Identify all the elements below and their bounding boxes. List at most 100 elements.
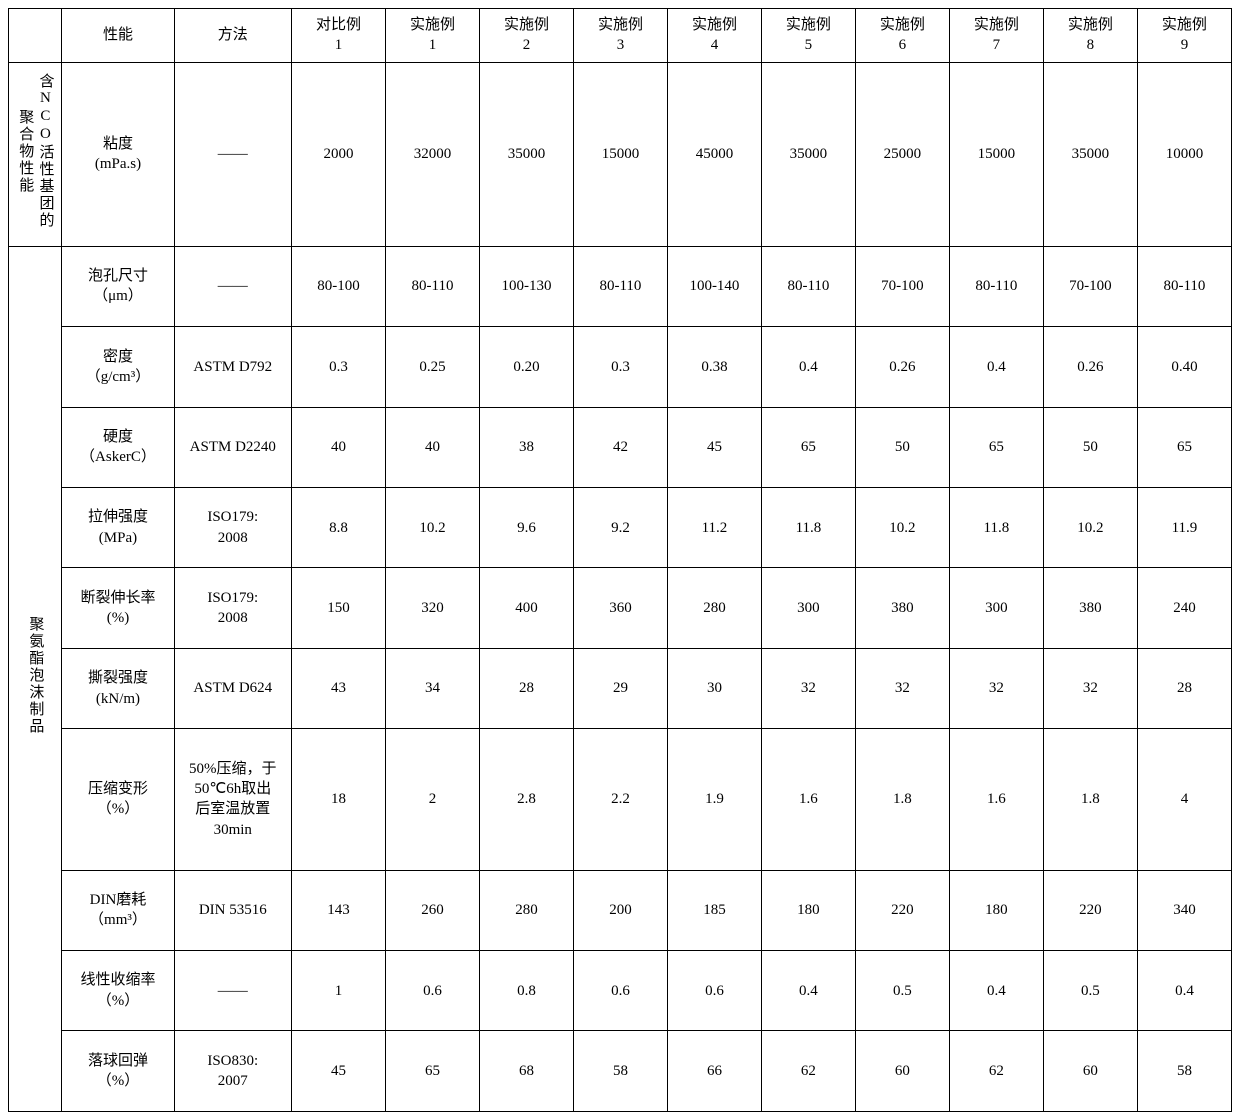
data-cell: 0.40 [1137, 327, 1231, 407]
table-row: 聚氨酯泡沫制品 泡孔尺寸（μm） —— 80-100 80-110 100-13… [9, 246, 1232, 326]
data-cell: 40 [292, 407, 386, 487]
data-cell: 0.3 [292, 327, 386, 407]
header-col-3: 实施例3 [573, 9, 667, 63]
data-cell: 35000 [1043, 62, 1137, 246]
data-cell: 66 [667, 1031, 761, 1112]
data-cell: 35000 [761, 62, 855, 246]
data-cell: 80-110 [949, 246, 1043, 326]
data-cell: 60 [855, 1031, 949, 1112]
data-cell: 1.8 [1043, 729, 1137, 870]
table-row: 线性收缩率（%） —— 1 0.6 0.8 0.6 0.6 0.4 0.5 0.… [9, 951, 1232, 1031]
prop-cell: DIN磨耗（mm³） [62, 870, 174, 950]
header-group [9, 9, 62, 63]
data-cell: 15000 [949, 62, 1043, 246]
data-cell: 180 [761, 870, 855, 950]
data-cell: 0.26 [855, 327, 949, 407]
data-cell: 58 [573, 1031, 667, 1112]
data-cell: 0.4 [761, 327, 855, 407]
data-cell: 58 [1137, 1031, 1231, 1112]
data-cell: 32000 [386, 62, 480, 246]
data-cell: 400 [479, 568, 573, 648]
table-row: 落球回弹（%） ISO830:2007 45 65 68 58 66 62 60… [9, 1031, 1232, 1112]
prop-cell: 泡孔尺寸（μm） [62, 246, 174, 326]
table-row: 含NCO活性基团的聚合物性能 粘度(mPa.s) —— 2000 32000 3… [9, 62, 1232, 246]
table-row: 硬度（AskerC） ASTM D2240 40 40 38 42 45 65 … [9, 407, 1232, 487]
table-row: 撕裂强度(kN/m) ASTM D624 43 34 28 29 30 32 3… [9, 648, 1232, 728]
data-cell: 1.8 [855, 729, 949, 870]
data-cell: 220 [855, 870, 949, 950]
data-cell: 0.3 [573, 327, 667, 407]
data-cell: 143 [292, 870, 386, 950]
data-cell: 70-100 [855, 246, 949, 326]
data-cell: 380 [855, 568, 949, 648]
prop-cell: 粘度(mPa.s) [62, 62, 174, 246]
data-cell: 0.4 [761, 951, 855, 1031]
data-cell: 240 [1137, 568, 1231, 648]
prop-cell: 硬度（AskerC） [62, 407, 174, 487]
data-cell: 32 [855, 648, 949, 728]
data-cell: 4 [1137, 729, 1231, 870]
data-cell: 0.5 [1043, 951, 1137, 1031]
data-cell: 0.6 [667, 951, 761, 1031]
data-cell: 65 [386, 1031, 480, 1112]
header-col-6: 实施例6 [855, 9, 949, 63]
data-cell: 150 [292, 568, 386, 648]
data-cell: 0.6 [386, 951, 480, 1031]
method-cell: 50%压缩，于50℃6h取出后室温放置30min [174, 729, 291, 870]
data-cell: 100-130 [479, 246, 573, 326]
data-cell: 11.8 [761, 488, 855, 568]
data-cell: 80-110 [573, 246, 667, 326]
method-cell: —— [174, 951, 291, 1031]
data-cell: 34 [386, 648, 480, 728]
header-method: 方法 [174, 9, 291, 63]
header-col-7: 实施例7 [949, 9, 1043, 63]
group-label-2: 聚氨酯泡沫制品 [9, 246, 62, 1111]
data-cell: 0.5 [855, 951, 949, 1031]
data-cell: 9.6 [479, 488, 573, 568]
header-col-1: 实施例1 [386, 9, 480, 63]
data-cell: 38 [479, 407, 573, 487]
method-cell: DIN 53516 [174, 870, 291, 950]
data-cell: 260 [386, 870, 480, 950]
data-cell: 65 [1137, 407, 1231, 487]
prop-cell: 断裂伸长率(%) [62, 568, 174, 648]
data-cell: 80-110 [761, 246, 855, 326]
header-property: 性能 [62, 9, 174, 63]
data-cell: 30 [667, 648, 761, 728]
data-cell: 0.6 [573, 951, 667, 1031]
data-cell: 2.2 [573, 729, 667, 870]
data-cell: 45000 [667, 62, 761, 246]
data-cell: 62 [761, 1031, 855, 1112]
data-cell: 35000 [479, 62, 573, 246]
data-cell: 70-100 [1043, 246, 1137, 326]
data-cell: 100-140 [667, 246, 761, 326]
data-cell: 320 [386, 568, 480, 648]
data-cell: 2.8 [479, 729, 573, 870]
method-cell: ISO179:2008 [174, 568, 291, 648]
data-cell: 1.9 [667, 729, 761, 870]
table-row: 密度（g/cm³） ASTM D792 0.3 0.25 0.20 0.3 0.… [9, 327, 1232, 407]
method-cell: ASTM D2240 [174, 407, 291, 487]
data-cell: 50 [855, 407, 949, 487]
prop-cell: 密度（g/cm³） [62, 327, 174, 407]
data-cell: 68 [479, 1031, 573, 1112]
method-cell: —— [174, 62, 291, 246]
data-cell: 200 [573, 870, 667, 950]
data-cell: 32 [761, 648, 855, 728]
method-cell: ASTM D624 [174, 648, 291, 728]
prop-cell: 落球回弹（%） [62, 1031, 174, 1112]
data-cell: 0.4 [949, 951, 1043, 1031]
data-cell: 60 [1043, 1031, 1137, 1112]
data-cell: 185 [667, 870, 761, 950]
data-cell: 25000 [855, 62, 949, 246]
header-col-9: 实施例9 [1137, 9, 1231, 63]
header-col-4: 实施例4 [667, 9, 761, 63]
data-cell: 0.4 [1137, 951, 1231, 1031]
header-col-8: 实施例8 [1043, 9, 1137, 63]
data-cell: 65 [761, 407, 855, 487]
table-row: 拉伸强度(MPa) ISO179:2008 8.8 10.2 9.6 9.2 1… [9, 488, 1232, 568]
data-cell: 1.6 [761, 729, 855, 870]
data-cell: 28 [479, 648, 573, 728]
data-cell: 0.25 [386, 327, 480, 407]
data-cell: 380 [1043, 568, 1137, 648]
